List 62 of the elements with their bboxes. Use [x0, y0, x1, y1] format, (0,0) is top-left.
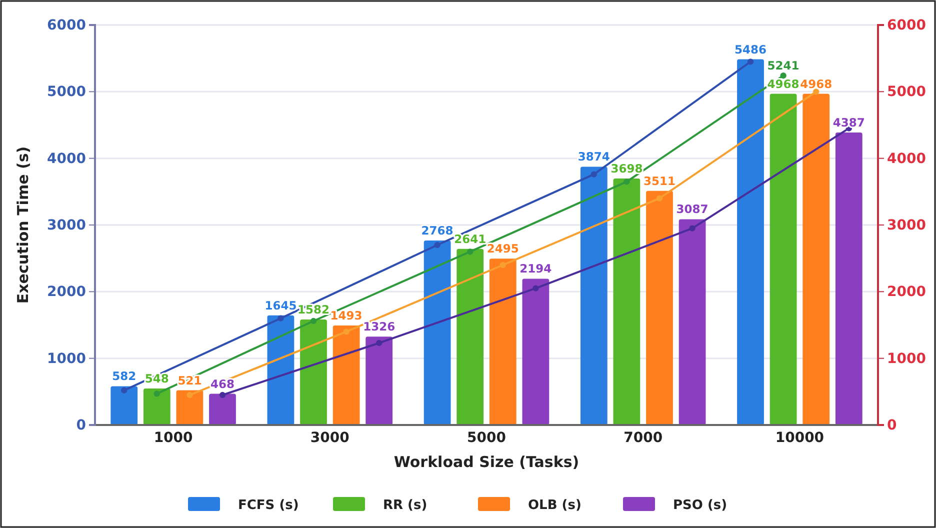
- y2-tick-label: 6000: [887, 17, 926, 34]
- data-label: 5241: [767, 58, 800, 73]
- bar: [456, 248, 484, 425]
- bar: [613, 178, 640, 425]
- y2-tick-label: 0: [887, 417, 897, 434]
- bar: [209, 394, 236, 425]
- y-tick-label: 3000: [47, 217, 86, 234]
- x-tick-label: 1000: [154, 430, 194, 446]
- y2-tick-label: 4000: [887, 150, 926, 167]
- bar: [424, 240, 451, 425]
- x-tick-label: 5000: [467, 430, 506, 446]
- y-tick-label: 6000: [47, 17, 86, 34]
- y-tick-label: 0: [76, 417, 86, 434]
- data-label: 1326: [363, 320, 396, 334]
- bar: [835, 132, 862, 425]
- bar: [580, 166, 608, 425]
- data-label: 1493: [330, 308, 362, 322]
- data-label: 1582: [297, 302, 330, 317]
- bar: [300, 320, 327, 425]
- bar: [176, 390, 204, 425]
- data-label: 2495: [486, 242, 519, 256]
- data-label: 4387: [832, 116, 865, 130]
- legend-label: PSO (s): [673, 498, 728, 513]
- y-tick-label: 5000: [47, 84, 86, 100]
- bar: [267, 315, 294, 425]
- bar: [678, 219, 706, 425]
- y2-tick-label: 2000: [887, 284, 926, 300]
- legend-label: RR (s): [383, 498, 428, 513]
- bar: [737, 59, 764, 425]
- legend-label: FCFS (s): [238, 498, 299, 513]
- data-label: 5486: [734, 42, 767, 56]
- bar: [646, 190, 673, 425]
- data-label: 1645: [264, 298, 297, 312]
- y-axis-title: Execution Time (s): [14, 146, 32, 304]
- data-label: 3874: [578, 150, 610, 164]
- data-label: 2768: [421, 223, 454, 238]
- bar: [332, 325, 360, 425]
- bar: [366, 336, 393, 425]
- bar: [802, 94, 830, 425]
- y-tick-label: 4000: [47, 150, 86, 167]
- data-label: 3698: [610, 161, 643, 176]
- y2-tick-label: 3000: [887, 217, 926, 234]
- bar: [110, 386, 138, 425]
- data-label: 3511: [643, 174, 676, 188]
- x-tick-label: 10000: [775, 430, 824, 446]
- bar: [522, 278, 550, 425]
- legend-label: OLB (s): [528, 498, 582, 513]
- data-label: 582: [112, 369, 136, 384]
- y-tick-label: 2000: [47, 284, 86, 300]
- bar: [770, 94, 797, 425]
- x-axis-title: Workload Size (Tasks): [394, 453, 580, 471]
- bar: [489, 258, 516, 425]
- x-tick-label: 3000: [310, 430, 350, 446]
- y2-tick-label: 5000: [887, 84, 926, 100]
- y-tick-label: 1000: [47, 350, 86, 367]
- data-label: 3087: [676, 202, 708, 216]
- bar: [143, 388, 170, 425]
- data-label: 2641: [454, 232, 486, 246]
- data-label: 2194: [520, 262, 552, 276]
- data-label: 4968: [800, 76, 832, 91]
- y2-tick-label: 1000: [887, 350, 926, 367]
- x-tick-label: 7000: [624, 430, 663, 446]
